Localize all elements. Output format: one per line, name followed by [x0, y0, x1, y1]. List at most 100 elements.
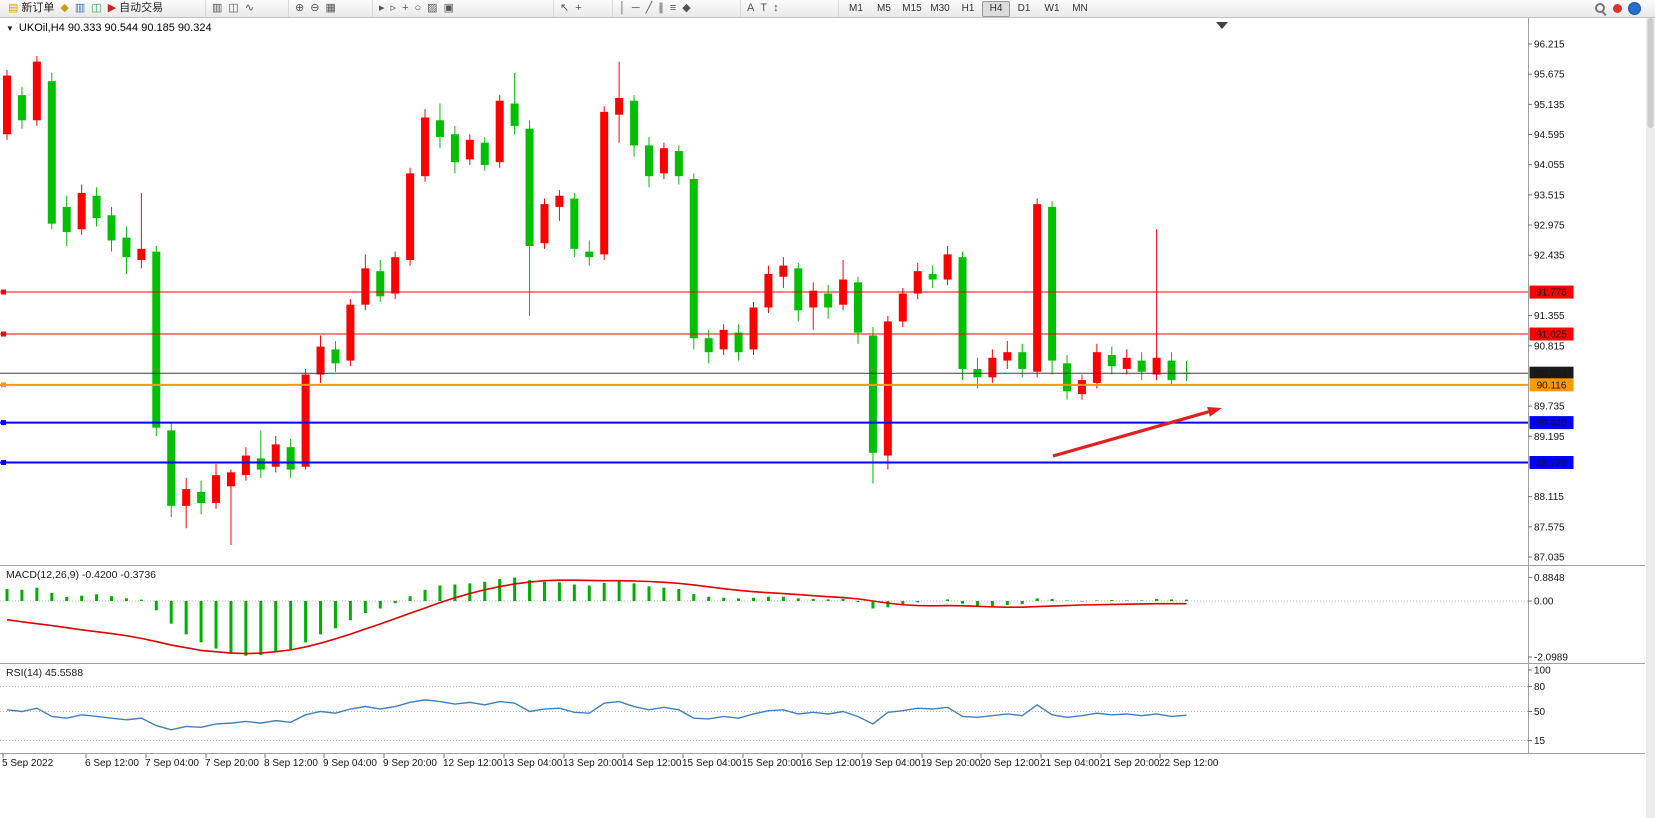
- candle: [1137, 360, 1146, 372]
- toolbar-group: ▸ ▹ + ○ ▨ ▣: [372, 0, 457, 17]
- candle: [958, 257, 967, 369]
- line-handle[interactable]: [1, 331, 6, 337]
- chart-shift-icon[interactable]: ▹: [388, 1, 400, 16]
- text-label-icon[interactable]: T: [757, 1, 770, 16]
- timeframe-button-m5[interactable]: M5: [877, 2, 891, 14]
- vertical-scrollbar[interactable]: [1646, 0, 1655, 818]
- line-chart-mode-icon[interactable]: ∿: [242, 1, 257, 16]
- zoom-out-icon[interactable]: ⊖: [307, 1, 322, 16]
- candle: [1063, 363, 1072, 392]
- add-indicator-icon[interactable]: +: [399, 1, 411, 16]
- new-order-button[interactable]: ▤ 新订单: [5, 1, 57, 16]
- shapes-icon: ◆: [682, 2, 691, 14]
- candle: [182, 489, 191, 506]
- candle: [824, 293, 833, 308]
- cursor-icon[interactable]: ↖: [557, 1, 572, 16]
- toolbar-group: A T ↕: [740, 0, 782, 17]
- timeframe-button-h1[interactable]: H1: [961, 2, 975, 14]
- timeframe-button-h4[interactable]: H4: [982, 0, 1010, 17]
- candlestick-mode-icon: ◫: [228, 2, 239, 14]
- candle: [480, 142, 489, 165]
- candle: [570, 198, 579, 249]
- timeframe-button-mn[interactable]: MN: [1072, 2, 1088, 14]
- price-axis-label: 95.675: [1534, 70, 1565, 81]
- cursor-icon: ↖: [560, 2, 570, 14]
- line-handle[interactable]: [1, 420, 6, 426]
- fibonacci-icon: ≡: [669, 2, 677, 14]
- search-icon[interactable]: [1594, 2, 1607, 15]
- crosshair-icon[interactable]: +: [572, 1, 584, 16]
- grid-icon[interactable]: ▦: [322, 1, 338, 16]
- data-window-icon[interactable]: ◫: [88, 1, 104, 16]
- text-icon[interactable]: A: [744, 1, 757, 16]
- period-icon[interactable]: ○: [412, 1, 425, 16]
- line-handle[interactable]: [1, 289, 6, 295]
- horizontal-line-icon[interactable]: ─: [629, 1, 643, 16]
- price-badge-label: 91.776: [1536, 288, 1567, 299]
- time-axis-label: 19 Sep 20:00: [921, 758, 981, 769]
- screenshot-icon[interactable]: ▣: [441, 1, 457, 16]
- time-axis-label: 20 Sep 12:00: [980, 758, 1040, 769]
- line-handle[interactable]: [1, 460, 6, 466]
- candle: [152, 251, 161, 428]
- template-icon[interactable]: ▨: [424, 1, 440, 16]
- auto-scroll-icon[interactable]: ▸: [376, 1, 388, 16]
- timeframe-button-m1[interactable]: M1: [849, 2, 863, 14]
- bar-chart-mode-icon: ▥: [212, 2, 223, 14]
- trendline-icon[interactable]: ╱: [643, 1, 656, 16]
- candle: [256, 458, 265, 470]
- toolbar-group: ▥ ◫ ∿: [205, 0, 257, 17]
- candles-layer: [3, 56, 1191, 545]
- bar-chart-mode-icon[interactable]: ▥: [209, 1, 225, 16]
- candle: [241, 455, 250, 476]
- price-axis-label: 87.035: [1534, 553, 1565, 564]
- price-badge: [1529, 416, 1574, 430]
- community-icon[interactable]: [1628, 2, 1641, 15]
- alert-icon[interactable]: [1613, 4, 1622, 13]
- candle: [17, 95, 26, 121]
- time-axis-label: 8 Sep 12:00: [264, 758, 318, 769]
- price-axis-label: 89.195: [1534, 432, 1565, 443]
- trend-arrow[interactable]: [1052, 410, 1209, 458]
- price-badge-label: 88.726: [1536, 458, 1567, 469]
- market-watch-icon[interactable]: ▥: [72, 1, 88, 16]
- time-axis-label: 7 Sep 20:00: [205, 758, 259, 769]
- vertical-line-icon[interactable]: │: [616, 1, 629, 16]
- chart-context-arrow-icon[interactable]: ▼: [6, 23, 14, 33]
- macd-histogram: [5, 577, 1188, 656]
- time-axis-label: 12 Sep 12:00: [443, 758, 503, 769]
- line-handle[interactable]: [1, 382, 6, 388]
- channel-icon[interactable]: ∥: [655, 1, 667, 16]
- time-axis-label: 6 Sep 12:00: [85, 758, 139, 769]
- sound-alert-icon: ◆: [60, 2, 69, 14]
- candle: [704, 338, 713, 353]
- fibonacci-icon[interactable]: ≡: [667, 1, 679, 16]
- autotrade-button[interactable]: ▶ 自动交易: [105, 1, 166, 16]
- price-axis-label: 90.815: [1534, 341, 1565, 352]
- chart-shift-marker: [1216, 22, 1228, 29]
- candlestick-mode-icon[interactable]: ◫: [225, 1, 241, 16]
- timeframe-group: M1 M5 M15 M30 H1 H4 D1 W1 MN: [838, 0, 1094, 17]
- grid-icon: ▦: [325, 2, 336, 14]
- candle: [555, 195, 564, 207]
- candle: [212, 475, 221, 504]
- candle: [286, 447, 295, 470]
- time-axis-label: 9 Sep 20:00: [383, 758, 437, 769]
- timeframe-button-m15[interactable]: M15: [902, 2, 922, 14]
- candle: [943, 254, 952, 280]
- candle: [913, 271, 922, 294]
- candle: [1092, 352, 1101, 383]
- zoom-in-icon[interactable]: ⊕: [292, 1, 307, 16]
- price-axis-label: 91.355: [1534, 311, 1565, 322]
- candle: [630, 100, 639, 146]
- shapes-icon[interactable]: ◆: [679, 1, 693, 16]
- arrows-tool-icon[interactable]: ↕: [770, 1, 782, 16]
- timeframe-button-m30[interactable]: M30: [930, 2, 950, 14]
- scrollbar-thumb[interactable]: [1647, 18, 1654, 128]
- sound-alert-icon[interactable]: ◆: [57, 1, 71, 16]
- zoom-out-icon: ⊖: [310, 2, 320, 14]
- timeframe-button-d1[interactable]: D1: [1017, 2, 1031, 14]
- timeframe-button-w1[interactable]: W1: [1044, 2, 1060, 14]
